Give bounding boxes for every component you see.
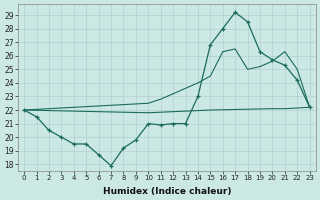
X-axis label: Humidex (Indice chaleur): Humidex (Indice chaleur) <box>103 187 231 196</box>
